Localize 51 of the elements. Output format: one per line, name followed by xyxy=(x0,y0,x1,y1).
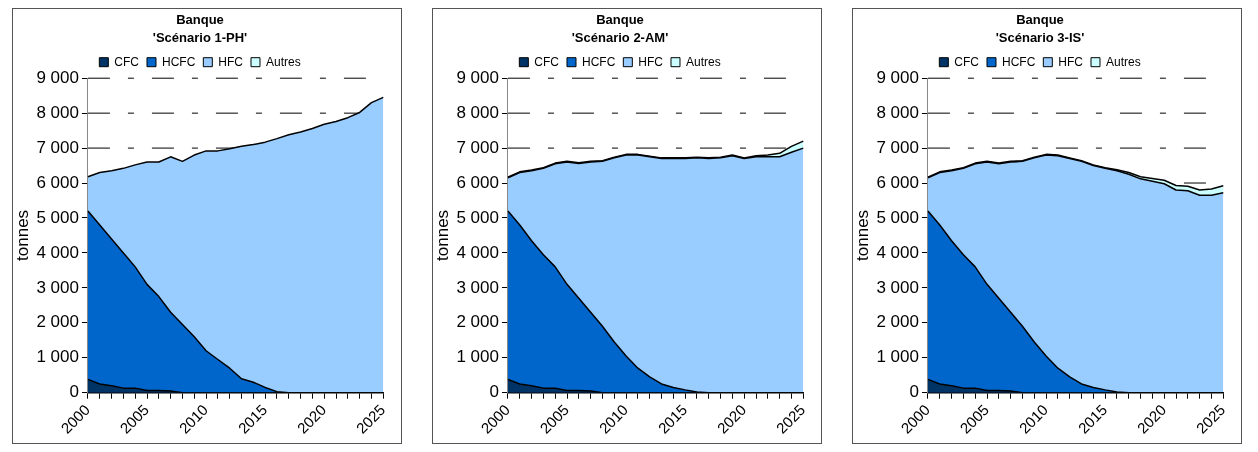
y-axis-title: tonnes xyxy=(12,209,32,261)
y-tick-label: 0 xyxy=(69,382,79,402)
y-tick-label: 2 000 xyxy=(36,312,79,332)
y-tick-label: 6 000 xyxy=(876,172,919,192)
legend-label: Autres xyxy=(685,54,721,69)
legend-label: HFC xyxy=(638,54,664,69)
y-tick-label: 2 000 xyxy=(876,312,919,332)
y-tick-label: 4 000 xyxy=(456,242,499,262)
legend-label: CFC xyxy=(114,54,140,69)
chart-subtitle: 'Scénario 2-AM' xyxy=(571,29,669,45)
y-tick-label: 5 000 xyxy=(456,207,499,227)
y-tick-label: 9 000 xyxy=(456,67,499,87)
y-tick-label: 0 xyxy=(909,382,919,402)
y-tick-label: 3 000 xyxy=(36,277,79,297)
y-tick-label: 4 000 xyxy=(876,242,919,262)
chart-title: Banque xyxy=(176,12,224,28)
chart-title: Banque xyxy=(596,12,644,28)
y-tick-label: 6 000 xyxy=(456,172,499,192)
y-tick-label: 3 000 xyxy=(876,277,919,297)
y-axis-title: tonnes xyxy=(852,209,872,261)
y-tick-label: 7 000 xyxy=(36,137,79,157)
y-tick-label: 2 000 xyxy=(456,312,499,332)
y-tick-label: 1 000 xyxy=(456,347,499,367)
y-tick-label: 8 000 xyxy=(36,102,79,122)
legend-label: CFC xyxy=(954,54,980,69)
y-tick-label: 7 000 xyxy=(876,137,919,157)
legend-label: HFC xyxy=(218,54,244,69)
chart-subtitle: 'Scénario 1-PH' xyxy=(152,29,248,45)
y-tick-label: 8 000 xyxy=(876,102,919,122)
y-tick-label: 0 xyxy=(489,382,499,402)
legend-label: HCFC xyxy=(162,54,196,69)
y-tick-label: 9 000 xyxy=(36,67,79,87)
y-axis-title: tonnes xyxy=(432,209,452,261)
legend-label: Autres xyxy=(265,54,301,69)
legend-label: HCFC xyxy=(582,54,616,69)
y-tick-label: 7 000 xyxy=(456,137,499,157)
legend-label: HFC xyxy=(1058,54,1084,69)
chart-subtitle: 'Scénario 3-IS' xyxy=(995,29,1085,45)
y-tick-label: 6 000 xyxy=(36,172,79,192)
y-tick-label: 5 000 xyxy=(36,207,79,227)
y-tick-label: 9 000 xyxy=(876,67,919,87)
y-tick-label: 1 000 xyxy=(36,347,79,367)
y-tick-label: 3 000 xyxy=(456,277,499,297)
legend-label: Autres xyxy=(1105,54,1141,69)
y-tick-label: 4 000 xyxy=(36,242,79,262)
legend-label: CFC xyxy=(534,54,560,69)
y-tick-label: 5 000 xyxy=(876,207,919,227)
y-tick-label: 1 000 xyxy=(876,347,919,367)
chart-title: Banque xyxy=(1016,12,1064,28)
y-tick-label: 8 000 xyxy=(456,102,499,122)
legend-label: HCFC xyxy=(1002,54,1036,69)
